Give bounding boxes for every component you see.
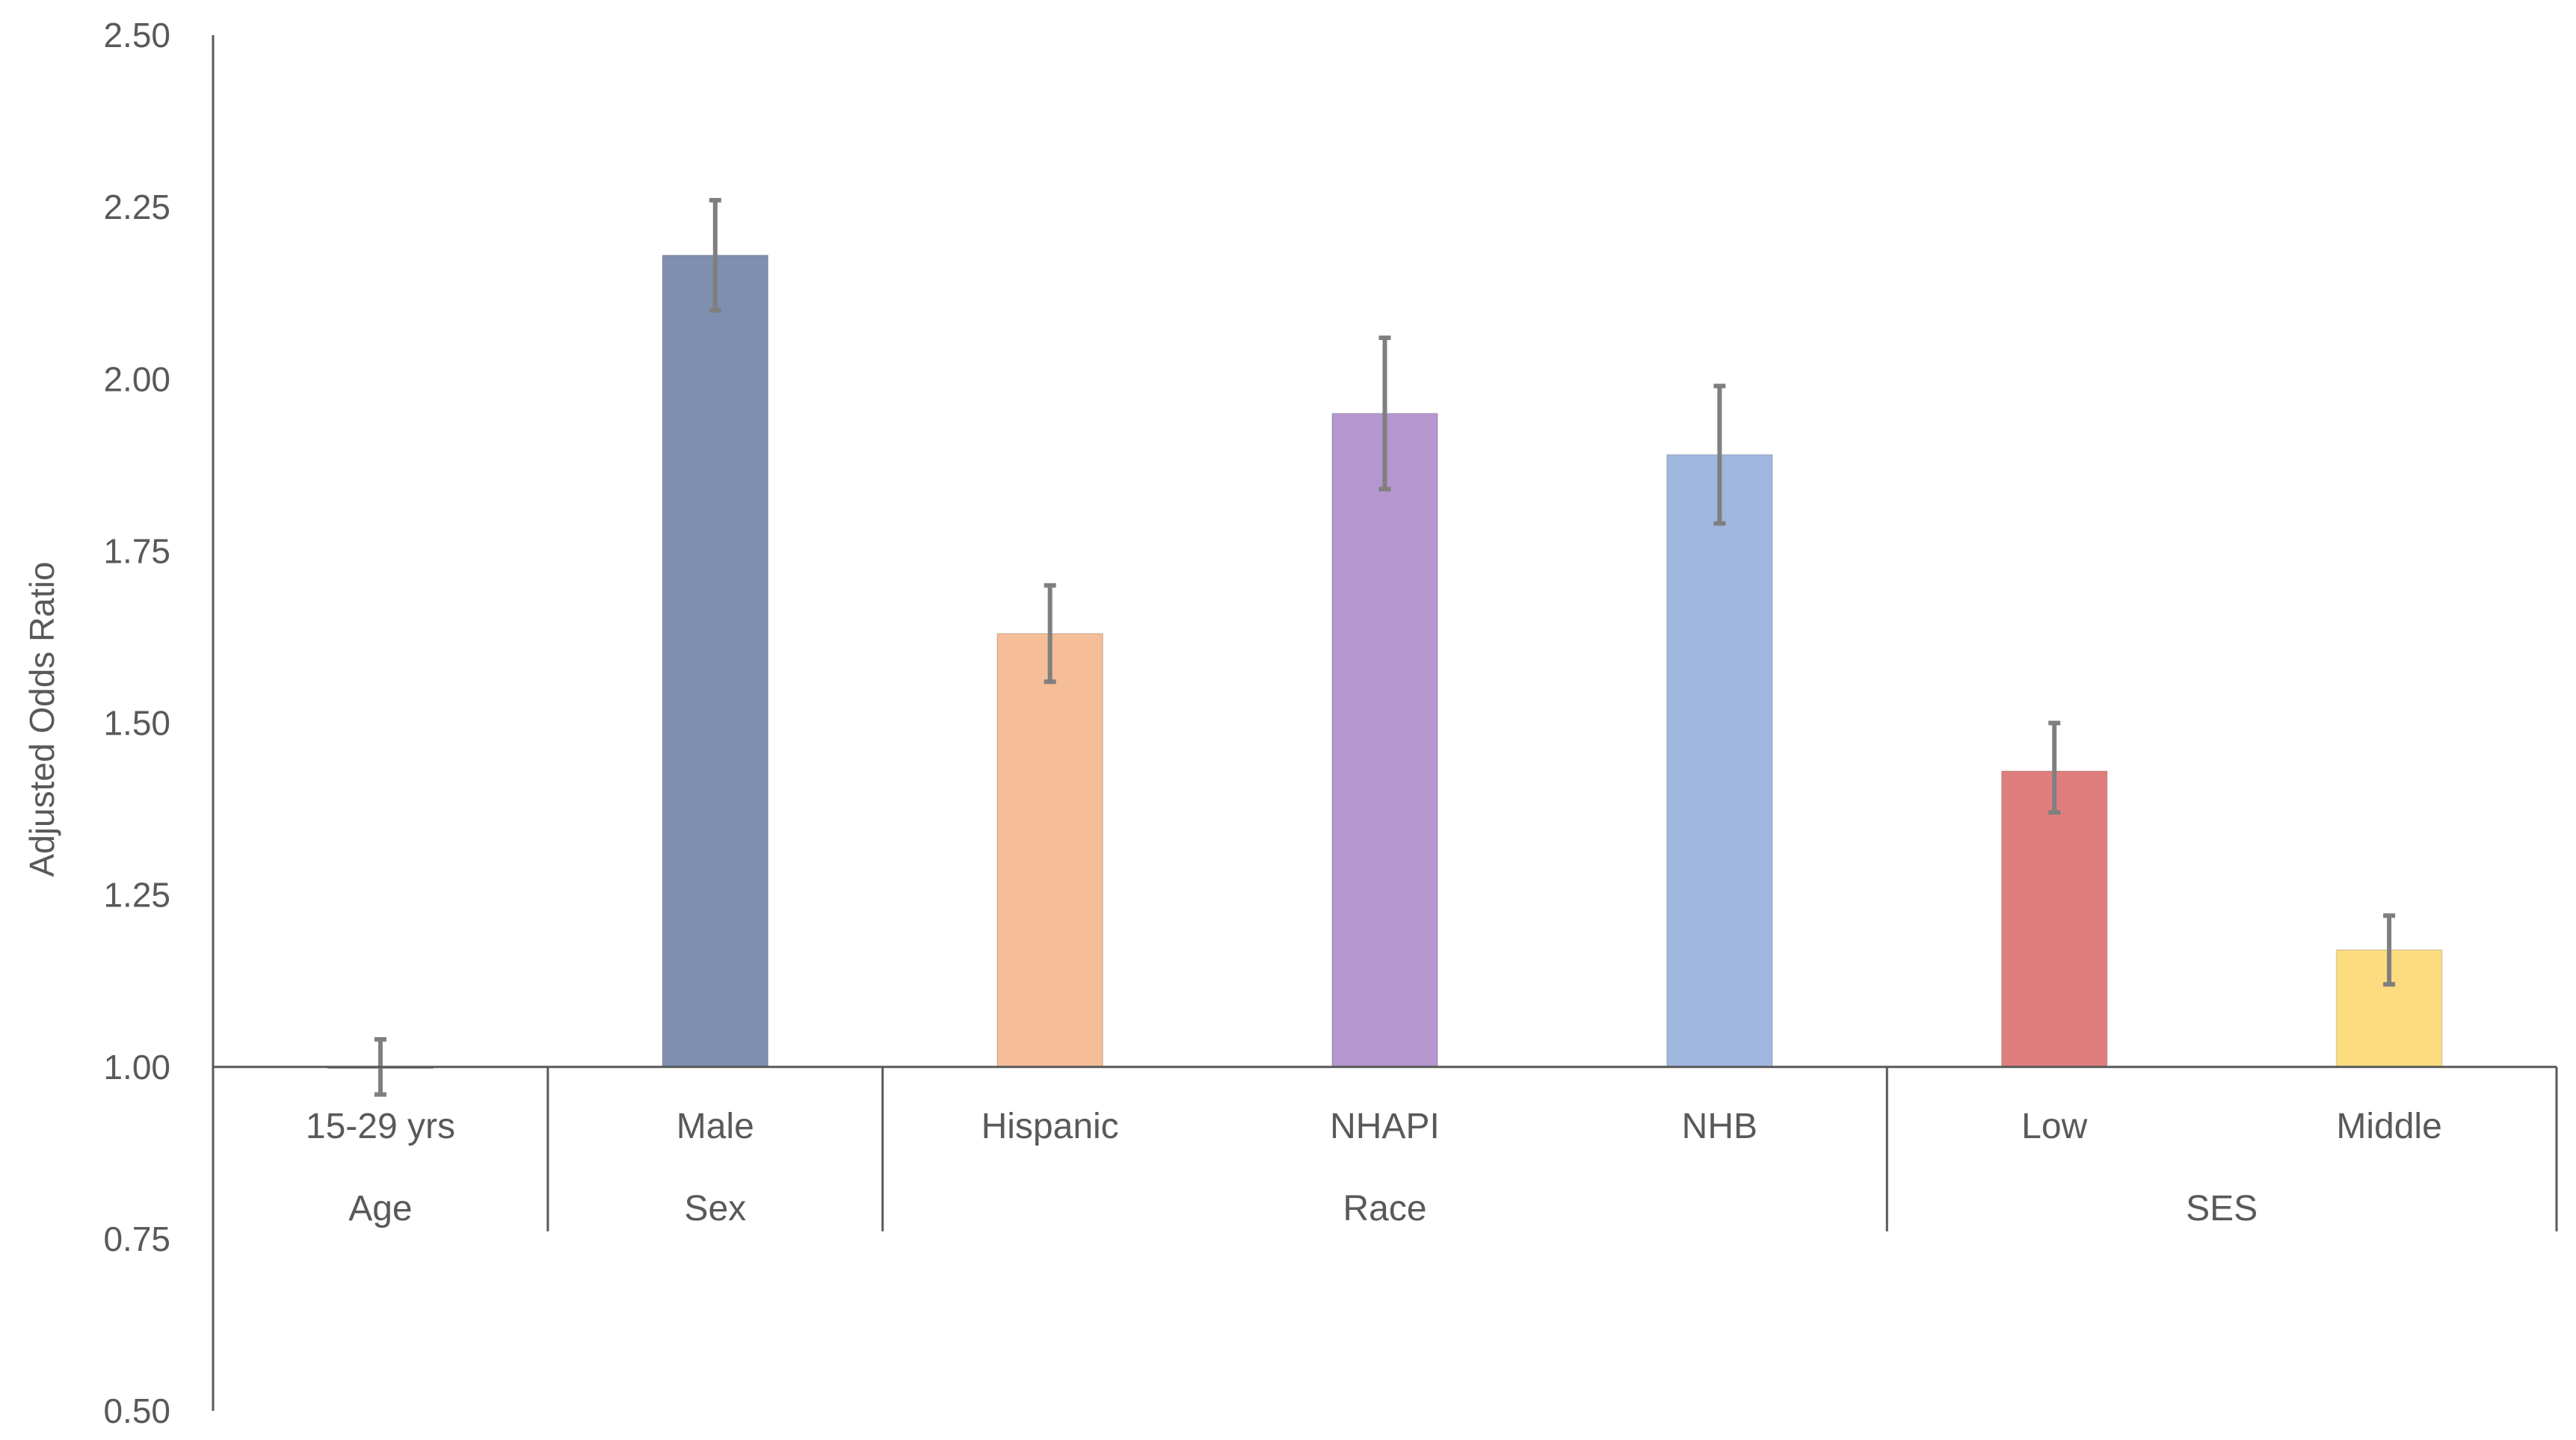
x-tick-label: Male (677, 1107, 754, 1146)
bar (1666, 454, 1773, 1068)
x-group-label: Sex (684, 1189, 746, 1229)
y-tick-label: 0.50 (103, 1391, 170, 1430)
x-tick-label: Low (2021, 1107, 2087, 1146)
bar (662, 254, 769, 1068)
x-axis: 15-29 yrs Male Hispanic NHAPI NHB Low Middle Ag… (213, 1066, 2558, 1232)
x-group-label: Race (1343, 1189, 1426, 1229)
y-tick-label: 2.25 (103, 188, 170, 226)
y-tick-label: 1.50 (103, 704, 170, 743)
bar (2000, 770, 2108, 1068)
x-tick-label: 15-29 yrs (306, 1107, 455, 1146)
y-tick-label: 2.50 (103, 16, 170, 55)
y-tick-label: 1.25 (103, 876, 170, 915)
x-tick-label: NHB (1682, 1107, 1757, 1146)
y-tick-label: 1.00 (103, 1048, 170, 1087)
y-tick-label: 0.75 (103, 1220, 170, 1258)
x-group-label: SES (2186, 1189, 2258, 1229)
bar (996, 633, 1103, 1068)
bar (1331, 412, 1438, 1068)
y-axis-title: Adjusted Odds Ratio (22, 562, 61, 877)
x-tick-label: Middle (2336, 1107, 2441, 1146)
y-tick-label: 2.00 (103, 359, 170, 398)
error-bars (374, 197, 2396, 1097)
bars (327, 254, 2443, 1069)
x-tick-label: Hispanic (982, 1107, 1119, 1146)
x-tick-label: NHAPI (1330, 1107, 1440, 1146)
y-axis: 0.50 0.75 1.00 1.25 1.50 1.75 2.00 2.25 2.50 (103, 16, 215, 1430)
x-group-label: Age (348, 1189, 412, 1229)
y-tick-label: 1.75 (103, 531, 170, 570)
